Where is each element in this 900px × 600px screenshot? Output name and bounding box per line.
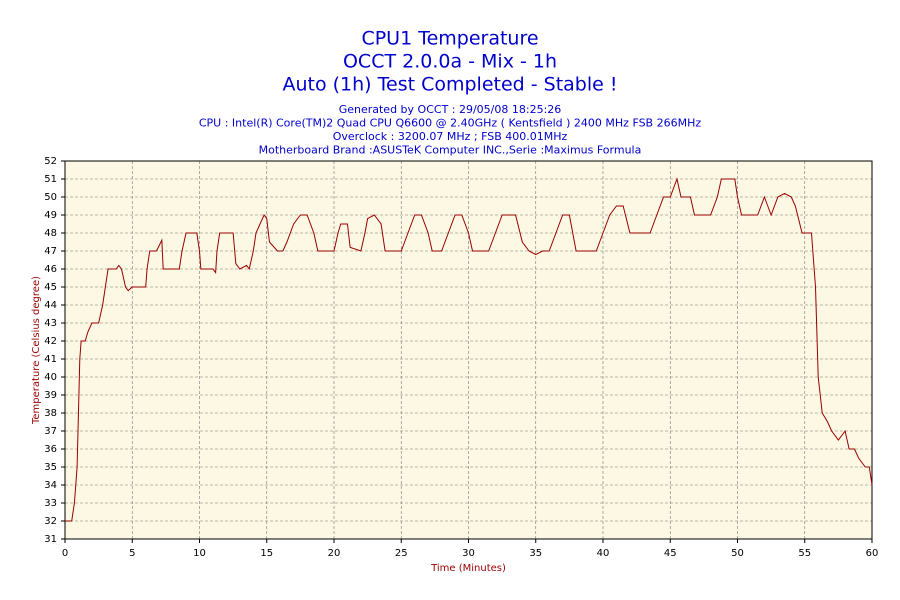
chart-subtitle: Generated by OCCT : 29/05/08 18:25:26 [339, 103, 562, 116]
y-tick-label: 42 [44, 336, 57, 347]
data-line [65, 177, 873, 522]
x-tick-label: 50 [731, 548, 744, 559]
y-tick-label: 35 [44, 462, 57, 473]
chart-title: Auto (1h) Test Completed - Stable ! [282, 74, 617, 96]
y-tick-label: 39 [44, 390, 57, 401]
y-tick-label: 50 [44, 192, 57, 203]
x-tick-label: 45 [664, 548, 677, 559]
chart-subtitle: Overclock : 3200.07 MHz ; FSB 400.01MHz [333, 130, 568, 143]
chart-subtitle: CPU : Intel(R) Core(TM)2 Quad CPU Q6600 … [199, 117, 701, 130]
y-tick-label: 41 [44, 354, 57, 365]
x-tick-label: 20 [328, 548, 341, 559]
y-tick-label: 49 [44, 210, 57, 221]
y-tick-label: 52 [44, 156, 57, 167]
y-tick-label: 46 [44, 264, 57, 275]
x-tick-label: 40 [597, 548, 610, 559]
chart-title: CPU1 Temperature [361, 28, 538, 50]
x-tick-label: 30 [462, 548, 475, 559]
y-tick-label: 38 [44, 408, 57, 419]
y-tick-label: 37 [44, 426, 57, 437]
x-tick-label: 15 [260, 548, 273, 559]
x-axis-label: Time (Minutes) [430, 563, 506, 574]
x-tick-label: 10 [193, 548, 206, 559]
x-tick-label: 55 [798, 548, 811, 559]
y-tick-label: 43 [44, 318, 57, 329]
y-tick-label: 45 [44, 282, 57, 293]
y-tick-label: 31 [44, 534, 57, 545]
y-tick-label: 34 [44, 480, 57, 491]
chart-subtitle: Motherboard Brand :ASUSTeK Computer INC.… [259, 144, 642, 157]
y-tick-label: 36 [44, 444, 57, 455]
x-tick-label: 25 [395, 548, 408, 559]
x-tick-label: 0 [62, 548, 68, 559]
y-tick-label: 44 [44, 300, 57, 311]
plot-frame [64, 160, 873, 540]
y-tick-label: 48 [44, 228, 57, 239]
chart-title: OCCT 2.0.0a - Mix - 1h [343, 51, 557, 73]
x-tick-label: 35 [529, 548, 542, 559]
y-axis-label: Temperature (Celsius degree) [31, 276, 42, 425]
y-tick-label: 32 [44, 516, 57, 527]
y-tick-label: 40 [44, 372, 57, 383]
x-tick-label: 5 [129, 548, 135, 559]
y-tick-label: 47 [44, 246, 57, 257]
y-tick-label: 33 [44, 498, 57, 509]
y-tick-label: 51 [44, 174, 57, 185]
x-tick-label: 60 [866, 548, 879, 559]
